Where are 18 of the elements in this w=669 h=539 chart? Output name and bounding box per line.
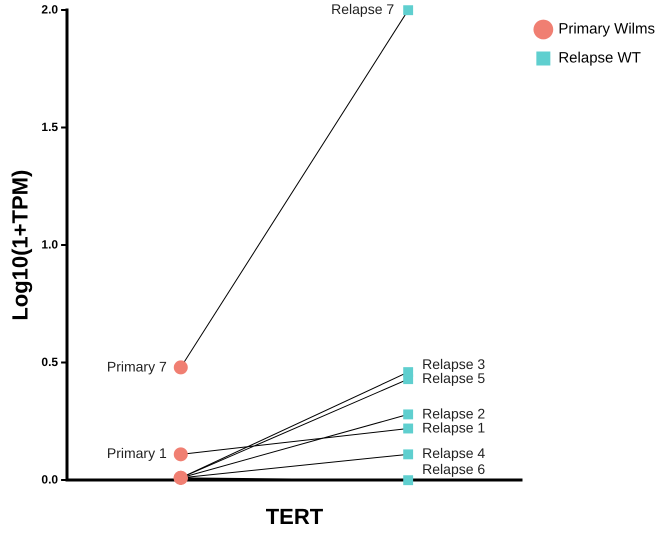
y-tick-label: 0.5 [41,355,58,370]
x-axis-title: TERT [266,504,324,529]
data-label: Relapse 7 [331,1,394,18]
data-label: Relapse 5 [422,370,486,386]
y-axis-title: Log10(1+TPM) [7,170,32,321]
data-label: Relapse 3 [422,356,486,372]
y-tick-label: 1.0 [41,238,58,252]
y-tick-label: 0.0 [41,472,58,487]
data-label: Primary 7 [106,358,167,374]
data-label: Relapse 2 [422,405,486,422]
data-label: Relapse 4 [422,445,486,462]
data-label: Relapse 1 [422,419,486,436]
y-tick-label: 2.0 [41,2,58,17]
data-label: Primary 1 [106,445,167,462]
y-tick-label: 1.5 [41,120,58,134]
legend-label: Primary Wilms [558,20,656,38]
data-label: Relapse 6 [422,461,486,478]
legend-label: Relapse WT [558,50,641,67]
